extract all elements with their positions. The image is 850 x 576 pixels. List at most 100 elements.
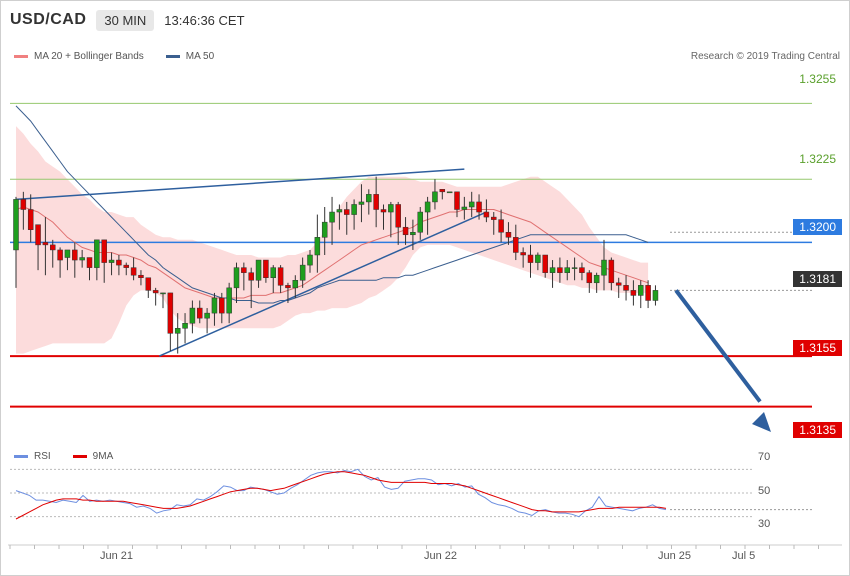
candle-body: [123, 264, 129, 268]
candle-body: [366, 194, 372, 203]
candle-body: [630, 290, 637, 296]
candle-body: [27, 209, 34, 230]
candle-body: [535, 254, 541, 263]
candle-body: [498, 219, 504, 233]
legend-rsi: RSI: [14, 451, 51, 462]
candle-body: [652, 290, 659, 301]
candle-body: [579, 267, 585, 273]
candle-body: [417, 211, 423, 233]
rsi-line: [15, 468, 667, 518]
candle-body: [72, 249, 78, 261]
candle-body: [571, 267, 578, 269]
candle-body: [410, 232, 416, 236]
candle-body: [167, 292, 174, 334]
chart-header: USD/CAD 30 MIN 13:46:36 CET: [10, 8, 245, 32]
candle-body: [336, 209, 343, 213]
candle-body: [189, 307, 196, 324]
candle-body: [439, 189, 446, 193]
x-label-jun22: Jun 22: [424, 550, 458, 562]
candle-body: [402, 226, 409, 236]
forecast-arrow-head: [752, 412, 771, 432]
candle-body: [50, 244, 56, 251]
price-label-support1: 1.3155: [793, 340, 842, 356]
candle-body: [549, 267, 556, 273]
rsi-legend: RSI 9MA: [14, 451, 135, 462]
candle-body: [233, 267, 240, 289]
candle-body: [241, 267, 247, 273]
candle-body: [255, 259, 262, 281]
legend-rsi-label: RSI: [34, 451, 51, 462]
candle-body: [270, 267, 276, 278]
candle-body: [446, 191, 453, 194]
candle-body: [380, 209, 387, 213]
legend-bollinger: MA 20 + Bollinger Bands: [14, 51, 144, 62]
candle-body: [461, 206, 468, 210]
candle-body: [226, 287, 232, 314]
price-label-last: 1.3181: [793, 271, 842, 287]
rsi-tick-70: 70: [758, 451, 771, 463]
candle-body: [593, 274, 600, 284]
candle-body: [35, 224, 41, 246]
x-label-jun21: Jun 21: [100, 550, 134, 562]
timeframe-button[interactable]: 30 MIN: [96, 9, 155, 31]
forecast-arrow-shaft: [674, 289, 762, 403]
candle-body: [248, 272, 254, 281]
candle-body: [395, 204, 401, 228]
price-legend: MA 20 + Bollinger Bands MA 50: [14, 51, 236, 62]
candle-body: [64, 249, 71, 258]
candle-body: [329, 211, 335, 223]
candle-body: [601, 259, 607, 276]
candle-body: [505, 232, 512, 238]
price-label-upper1: 1.3255: [799, 72, 836, 86]
legend-ma50: MA 50: [165, 51, 215, 62]
legend-bollinger-label: MA 20 + Bollinger Bands: [34, 51, 144, 62]
candle-body: [373, 194, 379, 210]
candle-body: [586, 272, 593, 284]
candle-body: [138, 274, 144, 278]
candle-body: [491, 216, 497, 220]
candle-body: [152, 290, 159, 294]
symbol-title: USD/CAD: [10, 11, 87, 28]
candle-body: [321, 221, 328, 238]
price-label-upper2: 1.3225: [799, 152, 836, 166]
candle-body: [116, 259, 122, 266]
candle-body: [219, 297, 225, 314]
candle-body: [94, 239, 100, 268]
rsi-ma9-line: [15, 471, 667, 520]
ma20-line: [15, 206, 649, 299]
x-label-jul5: Jul 5: [732, 550, 756, 562]
candle-body: [388, 204, 394, 213]
x-label-jun25: Jun 25: [658, 550, 692, 562]
legend-ma50-swatch: [165, 55, 180, 58]
candle-body: [468, 201, 475, 208]
candle-body: [79, 257, 85, 261]
candle-body: [557, 267, 563, 273]
candle-body: [130, 267, 137, 276]
rsi-tick-50: 50: [758, 485, 771, 497]
candle-body: [638, 285, 644, 296]
candle-body: [277, 267, 284, 286]
candle-body: [476, 201, 482, 213]
clock-text: 13:46:36 CET: [164, 12, 245, 28]
candle-body: [285, 285, 291, 289]
legend-rsi-ma-label: 9MA: [92, 451, 114, 462]
candle-body: [615, 282, 622, 286]
candle-body: [197, 307, 203, 319]
copyright-text: Research © 2019 Trading Central: [690, 51, 840, 62]
candle-body: [145, 277, 152, 291]
candle-body: [432, 191, 438, 203]
candle-body: [101, 239, 107, 263]
legend-rsi-swatch: [14, 455, 28, 458]
candle-body: [211, 297, 218, 314]
candle-body: [292, 280, 299, 289]
candle-body: [358, 201, 365, 205]
legend-ma50-label: MA 50: [185, 51, 215, 62]
candle-body: [13, 199, 19, 251]
candle-body: [204, 312, 210, 319]
candle-body: [424, 201, 431, 213]
channel-lower-trendline: [159, 211, 487, 357]
legend-rsi-ma: 9MA: [72, 451, 114, 462]
channel-upper-trendline: [15, 168, 465, 201]
candle-body: [160, 292, 166, 295]
